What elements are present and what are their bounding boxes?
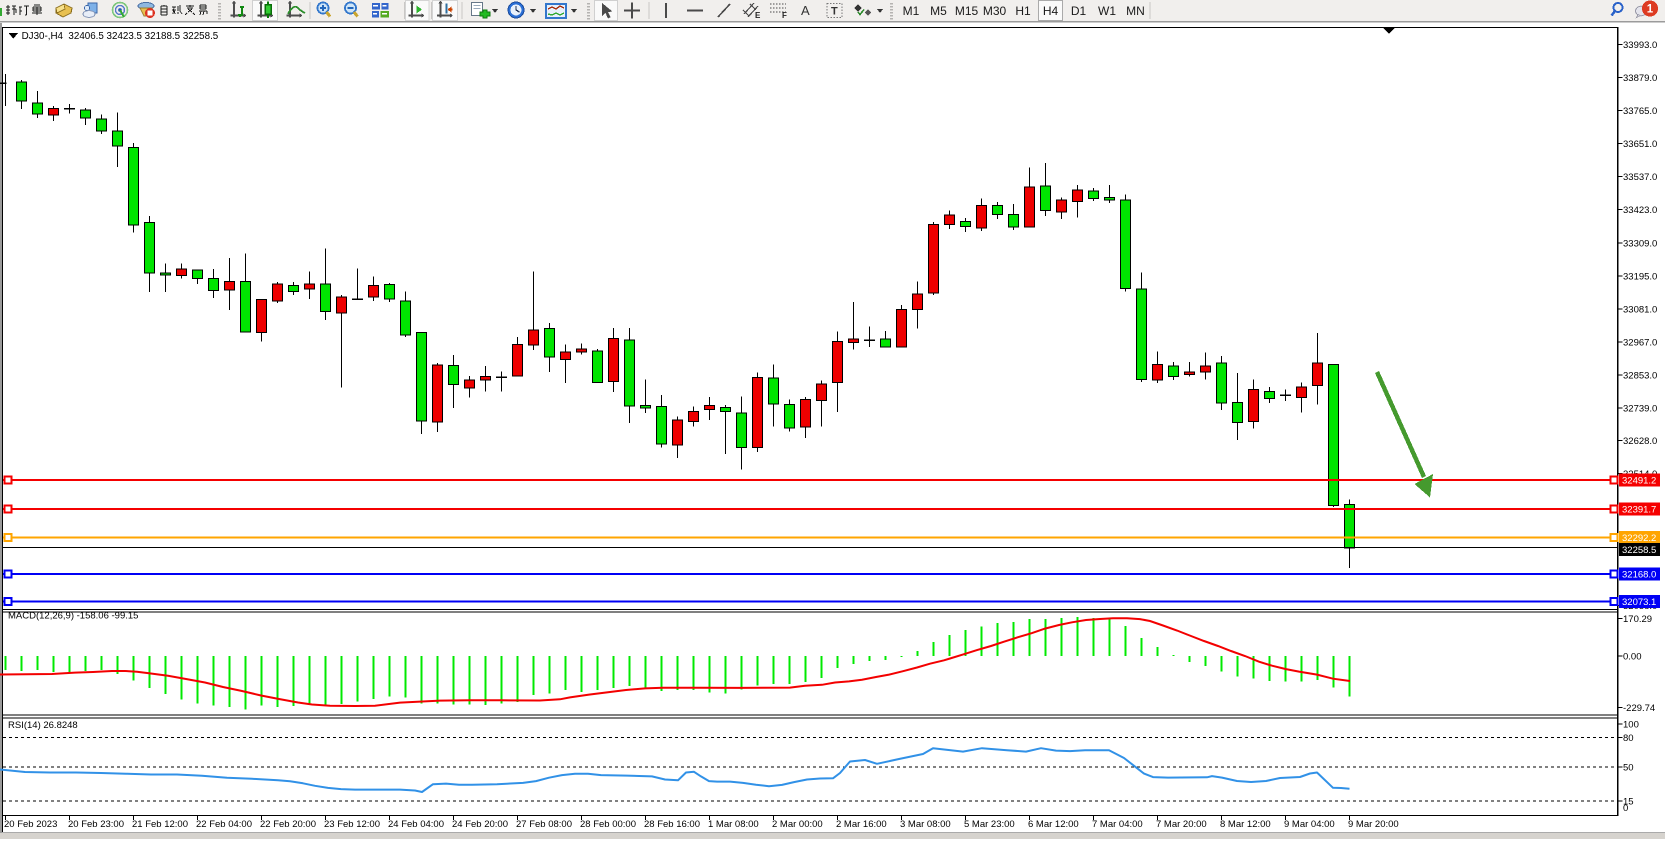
svg-text:8 Mar 12:00: 8 Mar 12:00 bbox=[1220, 819, 1271, 830]
svg-text:20 Feb 2023: 20 Feb 2023 bbox=[4, 819, 57, 830]
svg-text:22 Feb 04:00: 22 Feb 04:00 bbox=[196, 819, 252, 830]
svg-text:170.29: 170.29 bbox=[1623, 614, 1652, 625]
svg-text:MN: MN bbox=[1126, 4, 1145, 18]
svg-text:24 Feb 04:00: 24 Feb 04:00 bbox=[388, 819, 444, 830]
svg-text:32628.0: 32628.0 bbox=[1623, 436, 1657, 447]
svg-text:7 Mar 20:00: 7 Mar 20:00 bbox=[1156, 819, 1207, 830]
svg-text:T: T bbox=[831, 6, 838, 18]
svg-text:9 Mar 20:00: 9 Mar 20:00 bbox=[1348, 819, 1399, 830]
svg-text:5 Mar 23:00: 5 Mar 23:00 bbox=[964, 819, 1015, 830]
svg-text:23 Feb 12:00: 23 Feb 12:00 bbox=[324, 819, 380, 830]
svg-text:MACD(12,26,9) -158.06 -99.15: MACD(12,26,9) -158.06 -99.15 bbox=[8, 611, 138, 622]
svg-text:0: 0 bbox=[1623, 803, 1628, 814]
svg-text:27 Feb 08:00: 27 Feb 08:00 bbox=[516, 819, 572, 830]
svg-text:32292.2: 32292.2 bbox=[1622, 533, 1656, 544]
svg-text:6 Mar 12:00: 6 Mar 12:00 bbox=[1028, 819, 1079, 830]
svg-text:21 Feb 12:00: 21 Feb 12:00 bbox=[132, 819, 188, 830]
svg-text:M5: M5 bbox=[930, 4, 947, 18]
svg-text:32168.0: 32168.0 bbox=[1622, 569, 1656, 580]
svg-text:32739.0: 32739.0 bbox=[1623, 404, 1657, 415]
svg-text:33195.0: 33195.0 bbox=[1623, 271, 1657, 282]
svg-text:2 Mar 16:00: 2 Mar 16:00 bbox=[836, 819, 887, 830]
svg-text:H1: H1 bbox=[1015, 4, 1031, 18]
svg-text:28 Feb 00:00: 28 Feb 00:00 bbox=[580, 819, 636, 830]
svg-text:50: 50 bbox=[1623, 762, 1634, 773]
svg-text:-229.74: -229.74 bbox=[1623, 703, 1655, 714]
svg-text:24 Feb 20:00: 24 Feb 20:00 bbox=[452, 819, 508, 830]
svg-text:32073.1: 32073.1 bbox=[1622, 597, 1656, 608]
svg-text:100: 100 bbox=[1623, 719, 1639, 730]
svg-text:15: 15 bbox=[1623, 796, 1634, 807]
svg-text:33309.0: 33309.0 bbox=[1623, 238, 1657, 249]
svg-text:M1: M1 bbox=[903, 4, 920, 18]
svg-text:2 Mar 00:00: 2 Mar 00:00 bbox=[772, 819, 823, 830]
svg-text:22 Feb 20:00: 22 Feb 20:00 bbox=[260, 819, 316, 830]
svg-text:A: A bbox=[801, 3, 810, 18]
svg-text:3 Mar 08:00: 3 Mar 08:00 bbox=[900, 819, 951, 830]
svg-text:7 Mar 04:00: 7 Mar 04:00 bbox=[1092, 819, 1143, 830]
svg-text:H4: H4 bbox=[1043, 4, 1059, 18]
svg-text:33993.0: 33993.0 bbox=[1623, 40, 1657, 51]
svg-text:W1: W1 bbox=[1098, 4, 1116, 18]
svg-text:33651.0: 33651.0 bbox=[1623, 139, 1657, 150]
svg-text:RSI(14) 26.8248: RSI(14) 26.8248 bbox=[8, 720, 78, 731]
svg-text:9 Mar 04:00: 9 Mar 04:00 bbox=[1284, 819, 1335, 830]
svg-text:32967.0: 32967.0 bbox=[1623, 338, 1657, 349]
svg-text:1: 1 bbox=[1647, 4, 1654, 16]
svg-text:DJ30-,H4 32406.5 32423.5 3218: DJ30-,H4 32406.5 32423.5 32188.5 32258.5 bbox=[22, 31, 219, 42]
svg-text:1 Mar 08:00: 1 Mar 08:00 bbox=[708, 819, 759, 830]
svg-text:M30: M30 bbox=[983, 4, 1007, 18]
svg-text:80: 80 bbox=[1623, 733, 1634, 744]
svg-text:E: E bbox=[755, 11, 761, 20]
svg-text:33081.0: 33081.0 bbox=[1623, 304, 1657, 315]
svg-text:32853.0: 32853.0 bbox=[1623, 371, 1657, 382]
svg-text:33537.0: 33537.0 bbox=[1623, 172, 1657, 183]
svg-text:33765.0: 33765.0 bbox=[1623, 106, 1657, 117]
svg-text:32491.2: 32491.2 bbox=[1622, 476, 1656, 487]
svg-text:20 Feb 23:00: 20 Feb 23:00 bbox=[68, 819, 124, 830]
svg-text:32258.5: 32258.5 bbox=[1622, 545, 1656, 556]
svg-text:F: F bbox=[782, 11, 787, 20]
svg-text:32391.7: 32391.7 bbox=[1622, 504, 1656, 515]
svg-text:28 Feb 16:00: 28 Feb 16:00 bbox=[644, 819, 700, 830]
svg-text:33423.0: 33423.0 bbox=[1623, 205, 1657, 216]
svg-text:D1: D1 bbox=[1071, 4, 1087, 18]
svg-text:33879.0: 33879.0 bbox=[1623, 73, 1657, 84]
svg-text:0.00: 0.00 bbox=[1623, 652, 1642, 663]
svg-text:M15: M15 bbox=[955, 4, 979, 18]
